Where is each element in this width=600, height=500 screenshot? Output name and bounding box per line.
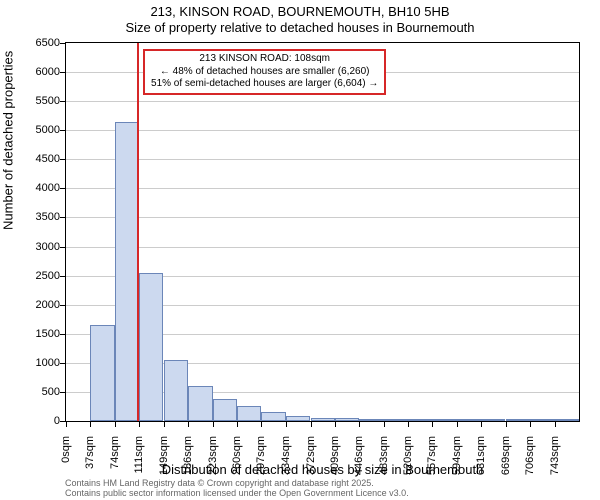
histogram-bar	[188, 386, 212, 421]
histogram-bar	[311, 418, 335, 421]
gridline	[66, 159, 579, 160]
y-tick-label: 1500	[10, 328, 60, 340]
histogram-bar	[457, 419, 481, 421]
y-tick-label: 6500	[10, 37, 60, 49]
property-size-histogram: 213, KINSON ROAD, BOURNEMOUTH, BH10 5HB …	[0, 0, 600, 500]
y-tick-label: 2500	[10, 270, 60, 282]
annotation-box: 213 KINSON ROAD: 108sqm← 48% of detached…	[143, 49, 386, 95]
x-tick-mark	[555, 422, 556, 427]
x-tick-mark	[359, 422, 360, 427]
y-tick-label: 2000	[10, 299, 60, 311]
y-tick-label: 6000	[10, 66, 60, 78]
x-tick-mark	[384, 422, 385, 427]
x-tick-mark	[481, 422, 482, 427]
histogram-bar	[286, 416, 310, 421]
y-tick-label: 5500	[10, 95, 60, 107]
annotation-line-1: 213 KINSON ROAD: 108sqm	[151, 53, 378, 66]
x-tick-mark	[530, 422, 531, 427]
y-tick-label: 3000	[10, 241, 60, 253]
footer-line-1: Contains HM Land Registry data © Crown c…	[65, 478, 580, 488]
footer-line-2: Contains public sector information licen…	[65, 488, 580, 498]
histogram-bar	[359, 419, 383, 421]
gridline	[66, 188, 579, 189]
histogram-bar	[530, 419, 554, 421]
chart-subtitle: Size of property relative to detached ho…	[0, 20, 600, 35]
histogram-bar	[90, 325, 114, 421]
y-tick-label: 500	[10, 386, 60, 398]
x-tick-mark	[408, 422, 409, 427]
x-tick-mark	[90, 422, 91, 427]
histogram-bar	[481, 419, 505, 421]
y-tick-label: 3500	[10, 211, 60, 223]
annotation-line-2: ← 48% of detached houses are smaller (6,…	[151, 66, 378, 79]
histogram-bar	[237, 406, 261, 421]
x-tick-mark	[457, 422, 458, 427]
y-tick-label: 0	[10, 415, 60, 427]
y-tick-label: 4500	[10, 153, 60, 165]
x-tick-mark	[213, 422, 214, 427]
histogram-bar	[335, 418, 359, 421]
x-tick-mark	[261, 422, 262, 427]
histogram-bar	[115, 122, 139, 421]
histogram-bar	[408, 419, 432, 421]
annotation-line-3: 51% of semi-detached houses are larger (…	[151, 78, 378, 91]
plot-area: 213 KINSON ROAD: 108sqm← 48% of detached…	[65, 42, 580, 422]
histogram-bar	[261, 412, 285, 421]
gridline	[66, 101, 579, 102]
x-tick-mark	[139, 422, 140, 427]
x-tick-mark	[286, 422, 287, 427]
histogram-bar	[384, 419, 408, 421]
histogram-bar	[506, 419, 530, 421]
reference-line	[137, 43, 139, 421]
histogram-bar	[164, 360, 188, 421]
gridline	[66, 217, 579, 218]
x-tick-mark	[432, 422, 433, 427]
x-tick-mark	[237, 422, 238, 427]
gridline	[66, 130, 579, 131]
histogram-bar	[139, 273, 163, 421]
x-tick-mark	[188, 422, 189, 427]
histogram-bar	[432, 419, 456, 421]
histogram-bar	[213, 399, 237, 421]
x-tick-mark	[164, 422, 165, 427]
x-tick-mark	[335, 422, 336, 427]
y-tick-label: 5000	[10, 124, 60, 136]
y-tick-label: 4000	[10, 182, 60, 194]
x-tick-mark	[115, 422, 116, 427]
x-tick-mark	[66, 422, 67, 427]
x-tick-mark	[506, 422, 507, 427]
chart-title: 213, KINSON ROAD, BOURNEMOUTH, BH10 5HB	[0, 4, 600, 20]
chart-footer: Contains HM Land Registry data © Crown c…	[65, 478, 580, 499]
gridline	[66, 247, 579, 248]
x-axis-label: Distribution of detached houses by size …	[65, 462, 580, 477]
y-tick-label: 1000	[10, 357, 60, 369]
x-tick-mark	[311, 422, 312, 427]
histogram-bar	[555, 419, 579, 421]
